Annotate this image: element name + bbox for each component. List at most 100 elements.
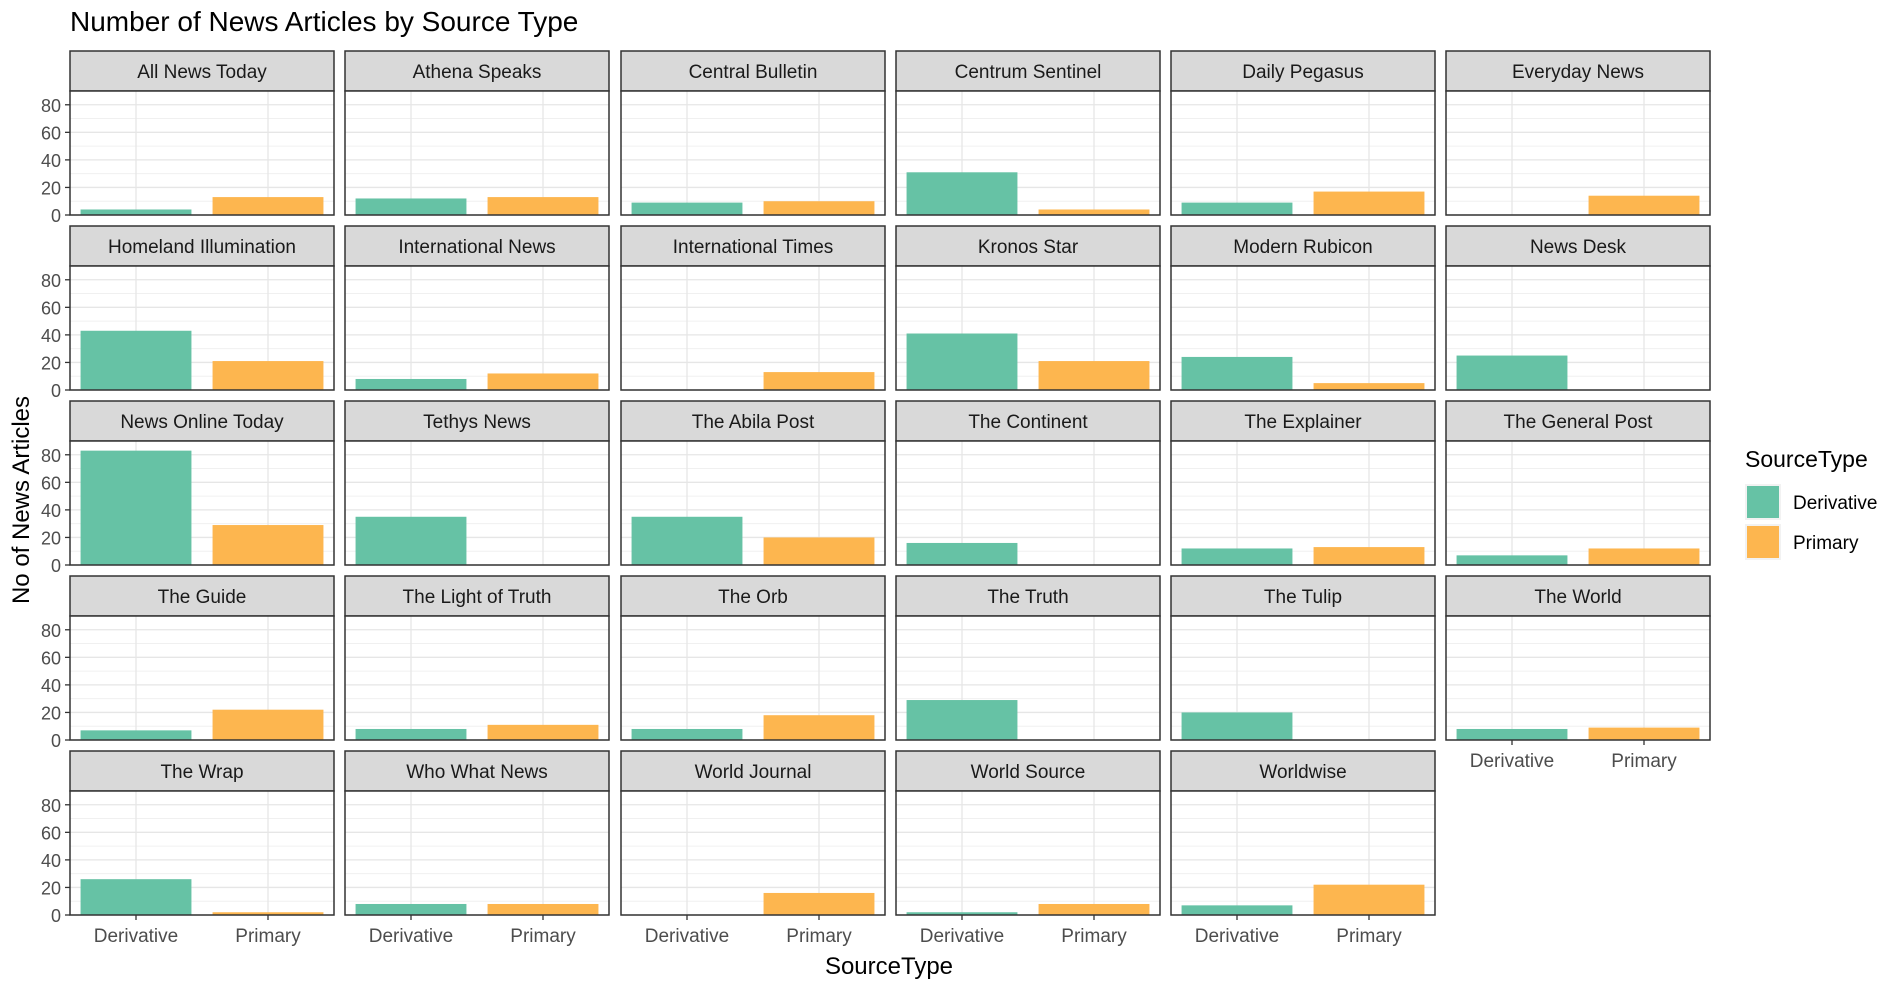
bar-primary — [212, 361, 324, 390]
facet-strip — [895, 575, 1161, 617]
facet-strip — [1170, 575, 1436, 617]
facet-label: The General Post — [1504, 412, 1654, 433]
facet-label: The Abila Post — [692, 412, 815, 433]
bar-primary — [763, 201, 875, 215]
y-tick-label: 80 — [41, 796, 61, 816]
bar-derivative — [906, 542, 1018, 565]
bar-derivative — [355, 198, 467, 215]
facet-label: International Times — [673, 237, 834, 258]
panel-border — [620, 265, 886, 391]
facet-label: The Light of Truth — [403, 587, 552, 608]
panel-border — [1445, 90, 1711, 216]
bar-primary — [1588, 548, 1700, 565]
y-tick-label: 20 — [41, 878, 61, 898]
panel-border — [344, 265, 610, 391]
bar-primary — [763, 715, 875, 740]
y-tick-label: 60 — [41, 823, 61, 843]
facet-strip — [69, 750, 335, 792]
panel-border — [895, 790, 1161, 916]
bar-primary — [487, 373, 599, 390]
panel-border — [1170, 440, 1436, 566]
bar-derivative — [631, 202, 743, 215]
bar-derivative — [355, 728, 467, 740]
facet-panel: The Continent — [895, 400, 1161, 566]
y-tick-label: 60 — [41, 123, 61, 143]
bar-primary — [763, 537, 875, 565]
bar-derivative — [1181, 712, 1293, 740]
facet-label: Daily Pegasus — [1242, 62, 1363, 83]
y-tick-label: 60 — [41, 473, 61, 493]
facet-panel: All News Today 0 20 40 60 80 — [41, 50, 335, 226]
x-axis-title: SourceType — [825, 953, 953, 980]
panel-border — [1170, 265, 1436, 391]
facet-panel: Homeland Illumination 0 20 40 60 80 — [41, 225, 335, 401]
y-tick-label: 20 — [41, 528, 61, 548]
bar-primary — [763, 892, 875, 915]
facet-panel: Kronos Star — [895, 225, 1161, 391]
facet-label: World Journal — [695, 762, 812, 783]
x-tick-label: Derivative — [1470, 751, 1554, 772]
facet-label: The Continent — [968, 412, 1088, 433]
panel-border — [69, 440, 335, 566]
facet-panel: The Tulip — [1170, 575, 1436, 741]
panel-background — [70, 91, 334, 215]
panel-border — [895, 440, 1161, 566]
facet-strip — [69, 400, 335, 442]
facet-panel: The General Post — [1445, 400, 1711, 566]
bar-primary — [1313, 547, 1425, 565]
facet-panel: Tethys News — [344, 400, 610, 566]
facet-panel: Everyday News — [1445, 50, 1711, 216]
facet-panel: The Abila Post — [620, 400, 886, 566]
x-tick-label: Primary — [1061, 926, 1127, 947]
facet-panel: World Source Derivative Primary — [895, 750, 1161, 947]
facet-label: The Wrap — [160, 762, 243, 783]
bar-derivative — [80, 209, 192, 215]
panel-border — [344, 790, 610, 916]
bar-derivative — [1181, 202, 1293, 215]
facet-strip — [620, 225, 886, 267]
panel-border — [1170, 90, 1436, 216]
bar-primary — [763, 372, 875, 390]
x-tick-label: Derivative — [94, 926, 178, 947]
panel-border — [344, 90, 610, 216]
bar-primary — [212, 525, 324, 565]
facet-panel: The Orb — [620, 575, 886, 741]
facet-label: Kronos Star — [978, 237, 1079, 258]
bar-derivative — [1181, 356, 1293, 390]
facet-panel: News Online Today 0 20 40 60 80 — [41, 400, 335, 576]
facet-strip — [620, 575, 886, 617]
bar-primary — [1038, 361, 1150, 390]
bar-derivative — [1456, 555, 1568, 565]
bar-primary — [1313, 383, 1425, 390]
y-axis-title: No of News Articles — [8, 396, 35, 604]
panel-border — [1445, 265, 1711, 391]
bar-derivative — [355, 903, 467, 915]
facet-strip — [1445, 575, 1711, 617]
facet-panel: The Guide 0 20 40 60 80 — [41, 575, 335, 751]
bar-derivative — [355, 378, 467, 390]
y-tick-label: 40 — [41, 501, 61, 521]
facet-strip — [895, 225, 1161, 267]
bar-primary — [487, 724, 599, 740]
facet-panel: Daily Pegasus — [1170, 50, 1436, 216]
bar-primary — [212, 912, 324, 915]
bar-primary — [1038, 903, 1150, 915]
facet-panel: The Wrap 0 20 40 60 80 Derivative Primary — [41, 750, 335, 947]
panel-border — [620, 790, 886, 916]
bar-primary — [487, 903, 599, 915]
x-tick-label: Derivative — [369, 926, 453, 947]
legend-swatch-derivative — [1747, 486, 1779, 518]
y-tick-label: 80 — [41, 621, 61, 641]
y-tick-label: 40 — [41, 851, 61, 871]
y-tick-label: 60 — [41, 648, 61, 668]
bar-derivative — [631, 728, 743, 740]
panel-background — [1171, 441, 1435, 565]
bar-derivative — [80, 330, 192, 390]
facet-label: Centrum Sentinel — [955, 62, 1102, 83]
panel-border — [69, 265, 335, 391]
bar-derivative — [906, 700, 1018, 740]
bar-primary — [487, 197, 599, 215]
panel-background — [1446, 441, 1710, 565]
